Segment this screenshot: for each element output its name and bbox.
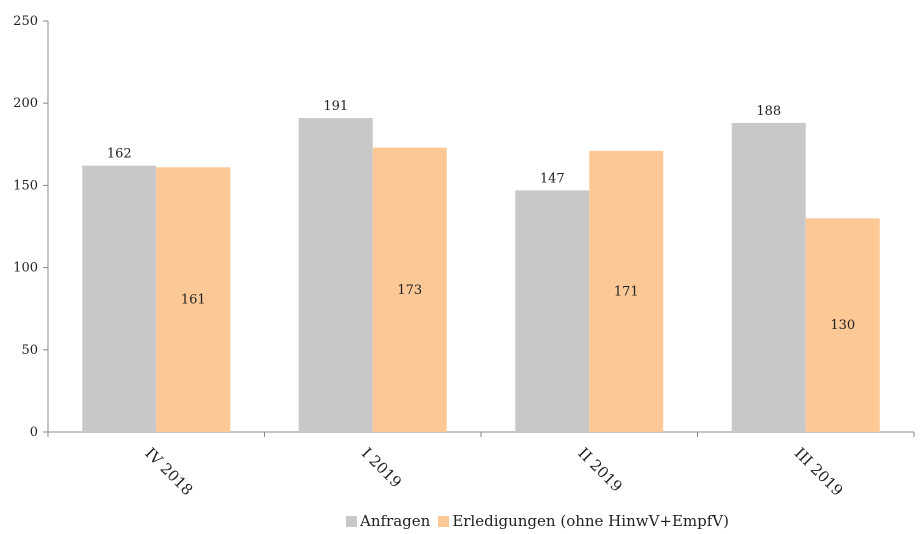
legend-label-series-2: Erledigungen (ohne HinwV+EmpfV) <box>452 512 729 530</box>
y-tick-label: 200 <box>13 96 38 111</box>
legend-swatch-series-1 <box>346 515 357 527</box>
legend-label-series-1: Anfragen <box>360 512 431 530</box>
bar-erledigungen <box>805 218 880 432</box>
y-tick-label: 100 <box>13 261 38 276</box>
data-label: 171 <box>614 284 639 299</box>
data-label: 147 <box>540 171 565 186</box>
legend-item-series-1: Anfragen <box>346 512 430 530</box>
bar-erledigungen <box>589 150 664 432</box>
data-label: 161 <box>181 293 206 308</box>
y-tick-label: 150 <box>13 178 38 193</box>
x-tick-label: IV 2018 <box>141 444 196 499</box>
x-tick-label: I 2019 <box>358 444 405 491</box>
data-label: 162 <box>107 147 132 162</box>
x-tick-label: II 2019 <box>574 444 625 495</box>
bar-anfragen <box>731 122 806 432</box>
data-label: 173 <box>397 283 422 298</box>
bar-erledigungen <box>372 147 447 432</box>
data-labels: 162 161 191 173 147 171 188 130 <box>107 99 855 333</box>
bar-erledigungen <box>156 167 231 433</box>
bar-anfragen <box>298 117 373 432</box>
bar-anfragen <box>82 165 157 432</box>
y-tick-label: 0 <box>30 425 38 440</box>
data-label: 130 <box>830 318 855 333</box>
y-tick-label: 250 <box>13 14 38 29</box>
legend: Anfragen Erledigungen (ohne HinwV+EmpfV) <box>346 512 737 530</box>
data-label: 191 <box>323 99 348 114</box>
bars <box>82 117 880 433</box>
x-tick-label: III 2019 <box>791 444 847 500</box>
bar-anfragen <box>515 190 590 432</box>
data-label: 188 <box>756 104 781 119</box>
y-tick-label: 50 <box>21 343 38 358</box>
legend-item-series-2: Erledigungen (ohne HinwV+EmpfV) <box>438 512 729 530</box>
legend-swatch-series-2 <box>438 515 450 527</box>
